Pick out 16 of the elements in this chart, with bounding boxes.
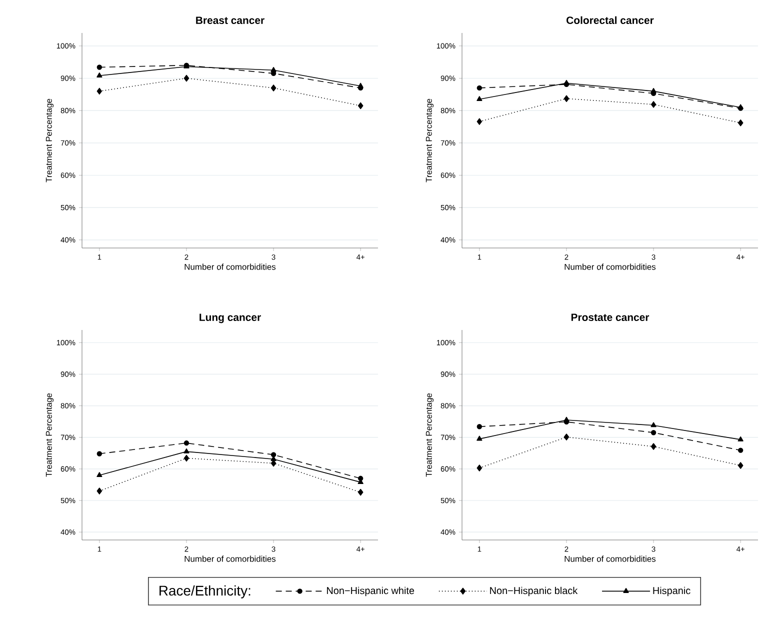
- chart-title: Colorectal cancer: [566, 16, 654, 24]
- x-axis-title: Number of comorbidities: [184, 556, 276, 562]
- x-axis-title: Number of comorbidities: [184, 264, 276, 270]
- y-axis-title: Treatment Percentage: [426, 393, 434, 477]
- chart-title: Prostate cancer: [571, 314, 650, 322]
- legend-label: Non−Hispanic white: [327, 586, 414, 596]
- x-axis-title: Number of comorbidities: [564, 264, 656, 270]
- legend-label: Hispanic: [653, 586, 690, 596]
- legend-title: Race/Ethnicity:: [160, 585, 250, 598]
- y-axis-title: Treatment Percentage: [46, 393, 54, 477]
- x-axis-title: Number of comorbidities: [564, 556, 656, 562]
- y-axis-title: Treatment Percentage: [426, 98, 434, 182]
- legend-label: Non−Hispanic black: [490, 586, 578, 596]
- chart-title: Lung cancer: [200, 314, 261, 324]
- chart-title: Breast cancer: [196, 16, 264, 24]
- y-axis-title: Treatment Percentage: [46, 98, 54, 182]
